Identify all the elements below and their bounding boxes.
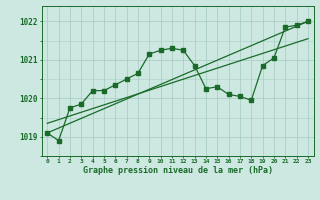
X-axis label: Graphe pression niveau de la mer (hPa): Graphe pression niveau de la mer (hPa): [83, 166, 273, 175]
